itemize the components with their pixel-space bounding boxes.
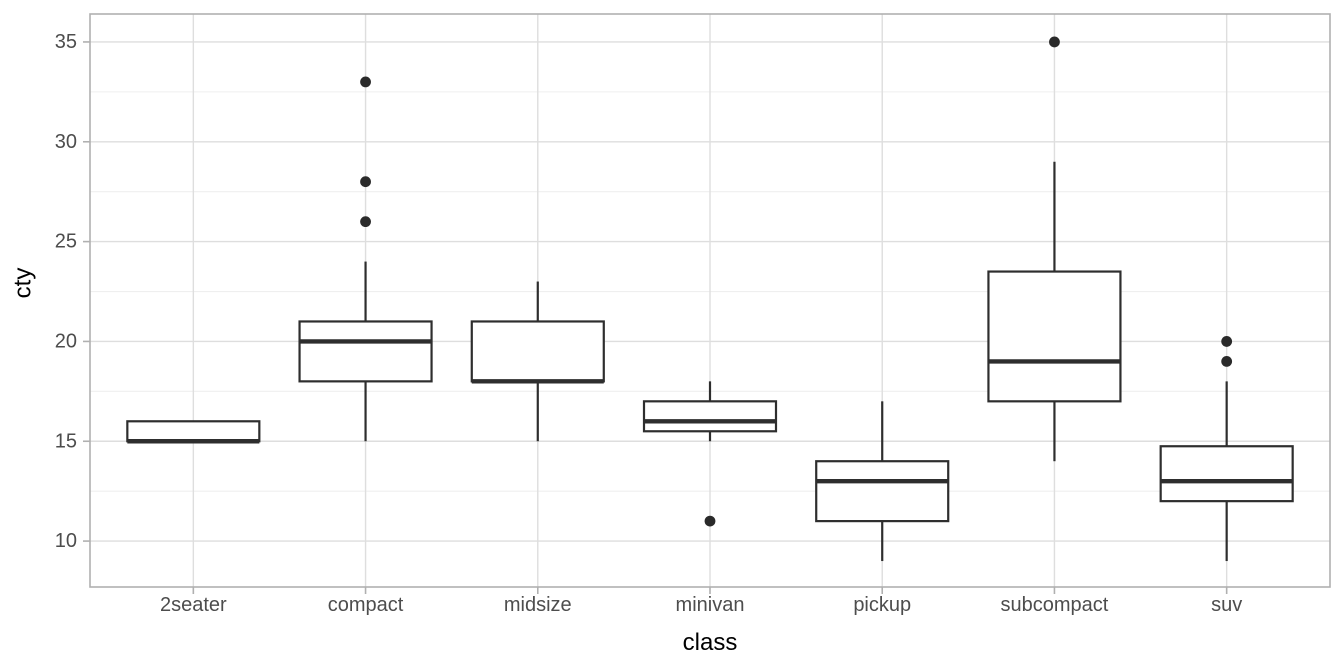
outlier-point	[1049, 36, 1060, 48]
iqr-box	[642, 400, 778, 433]
outlier-point	[704, 515, 716, 527]
y-tick-label: 35	[55, 31, 77, 53]
x-tick-label: compact	[328, 594, 404, 616]
y-tick-label: 20	[55, 330, 77, 352]
outlier-point	[1221, 336, 1233, 347]
x-tick-label: suv	[1211, 594, 1242, 616]
iqr-box	[987, 270, 1122, 403]
outlier-point	[1221, 355, 1233, 367]
outlier-point	[360, 76, 371, 88]
y-axis-title: cty	[9, 267, 37, 299]
y-tick-label: 10	[55, 530, 77, 552]
x-tick-label: midsize	[504, 594, 572, 616]
outlier-point	[360, 216, 371, 228]
outlier-point	[360, 176, 371, 188]
x-tick-label: 2seater	[160, 594, 227, 616]
panel-border	[89, 13, 1331, 588]
iqr-box	[298, 320, 433, 383]
x-tick-label: minivan	[676, 594, 745, 616]
x-tick-label: subcompact	[1001, 594, 1109, 616]
iqr-box	[815, 460, 950, 523]
x-tick-label: pickup	[853, 594, 911, 616]
y-tick-label: 15	[55, 430, 77, 452]
y-tick-label: 30	[55, 131, 77, 153]
x-axis-title: class	[682, 629, 738, 656]
iqr-box	[126, 420, 261, 443]
iqr-box	[1159, 445, 1294, 503]
iqr-box	[470, 320, 605, 383]
y-tick-label: 25	[55, 231, 77, 253]
